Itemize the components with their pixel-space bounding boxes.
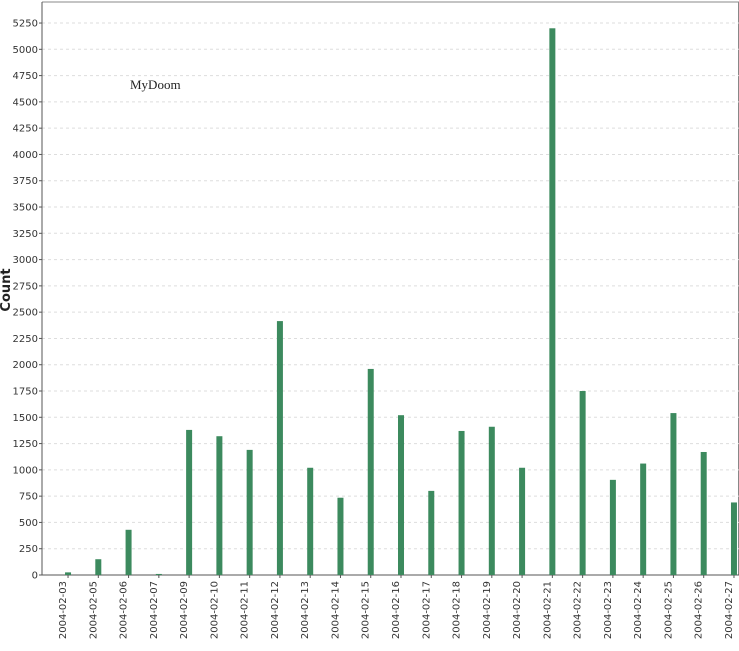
y-tick-label: 3000 — [13, 255, 38, 266]
x-tick-label: 2004-02-18 — [452, 581, 463, 639]
x-tick-label: 2004-02-19 — [482, 581, 493, 639]
bar — [640, 463, 647, 575]
x-tick-label: 2004-02-13 — [300, 581, 311, 639]
bar — [95, 559, 102, 575]
y-tick-label: 5250 — [13, 19, 38, 30]
y-tick-label: 5000 — [13, 45, 38, 56]
x-tick-label: 2004-02-10 — [209, 581, 220, 639]
x-tick-label: 2004-02-26 — [694, 581, 705, 639]
bar — [730, 502, 737, 575]
x-tick-label: 2004-02-23 — [603, 581, 614, 639]
bar — [488, 426, 495, 575]
x-tick-label: 2004-02-05 — [88, 581, 99, 639]
bar — [428, 490, 435, 575]
y-tick-label: 4000 — [13, 150, 38, 161]
annotation: MyDoom — [130, 77, 181, 92]
x-tick-label: 2004-02-27 — [724, 581, 735, 639]
y-tick-label: 4250 — [13, 124, 38, 135]
y-tick-label: 2750 — [13, 281, 38, 292]
x-tick-label: 2004-02-09 — [179, 581, 190, 639]
bar — [125, 529, 132, 575]
x-tick-label: 2004-02-06 — [119, 581, 130, 639]
y-tick-label: 1750 — [13, 387, 38, 398]
bar — [367, 368, 374, 575]
bar — [65, 572, 72, 575]
bar — [700, 451, 707, 575]
bar — [398, 415, 405, 575]
bar — [337, 497, 344, 575]
y-axis-label: Count — [0, 268, 14, 311]
x-tick-label: 2004-02-25 — [663, 581, 674, 639]
bar — [307, 467, 314, 575]
bar — [276, 321, 283, 575]
bar — [155, 573, 162, 575]
y-tick-label: 250 — [19, 544, 38, 555]
bar — [216, 436, 223, 575]
x-tick-label: 2004-02-16 — [391, 581, 402, 639]
bar — [579, 391, 586, 575]
bar — [458, 430, 465, 575]
y-tick-label: 3250 — [13, 229, 38, 240]
y-tick-label: 3750 — [13, 176, 38, 187]
y-tick-label: 1000 — [13, 465, 38, 476]
x-tick-label: 2004-02-03 — [58, 581, 69, 639]
y-tick-label: 1500 — [13, 413, 38, 424]
x-tick-label: 2004-02-24 — [633, 581, 644, 639]
x-tick-label: 2004-02-11 — [240, 581, 251, 639]
x-tick-label: 2004-02-17 — [421, 581, 432, 639]
bar — [609, 479, 616, 575]
y-tick-label: 3500 — [13, 203, 38, 214]
bar — [519, 467, 526, 575]
y-tick-label: 2250 — [13, 334, 38, 345]
bar — [246, 449, 253, 575]
bar — [186, 429, 193, 575]
x-tick-label: 2004-02-21 — [542, 581, 553, 639]
y-tick-label: 1250 — [13, 439, 38, 450]
x-tick-label: 2004-02-20 — [512, 581, 523, 639]
y-tick-label: 2500 — [13, 308, 38, 319]
y-tick-label: 4750 — [13, 71, 38, 82]
y-tick-label: 500 — [19, 518, 38, 529]
x-tick-label: 2004-02-14 — [330, 581, 341, 639]
x-tick-label: 2004-02-12 — [270, 581, 281, 639]
x-tick-label: 2004-02-22 — [573, 581, 584, 639]
x-tick-label: 2004-02-07 — [149, 581, 160, 639]
y-tick-label: 0 — [32, 571, 38, 582]
y-tick-label: 4500 — [13, 97, 38, 108]
y-tick-label: 750 — [19, 492, 38, 503]
y-tick-label: 2000 — [13, 360, 38, 371]
bar — [549, 28, 556, 575]
x-tick-label: 2004-02-15 — [361, 581, 372, 639]
bar — [670, 413, 677, 575]
